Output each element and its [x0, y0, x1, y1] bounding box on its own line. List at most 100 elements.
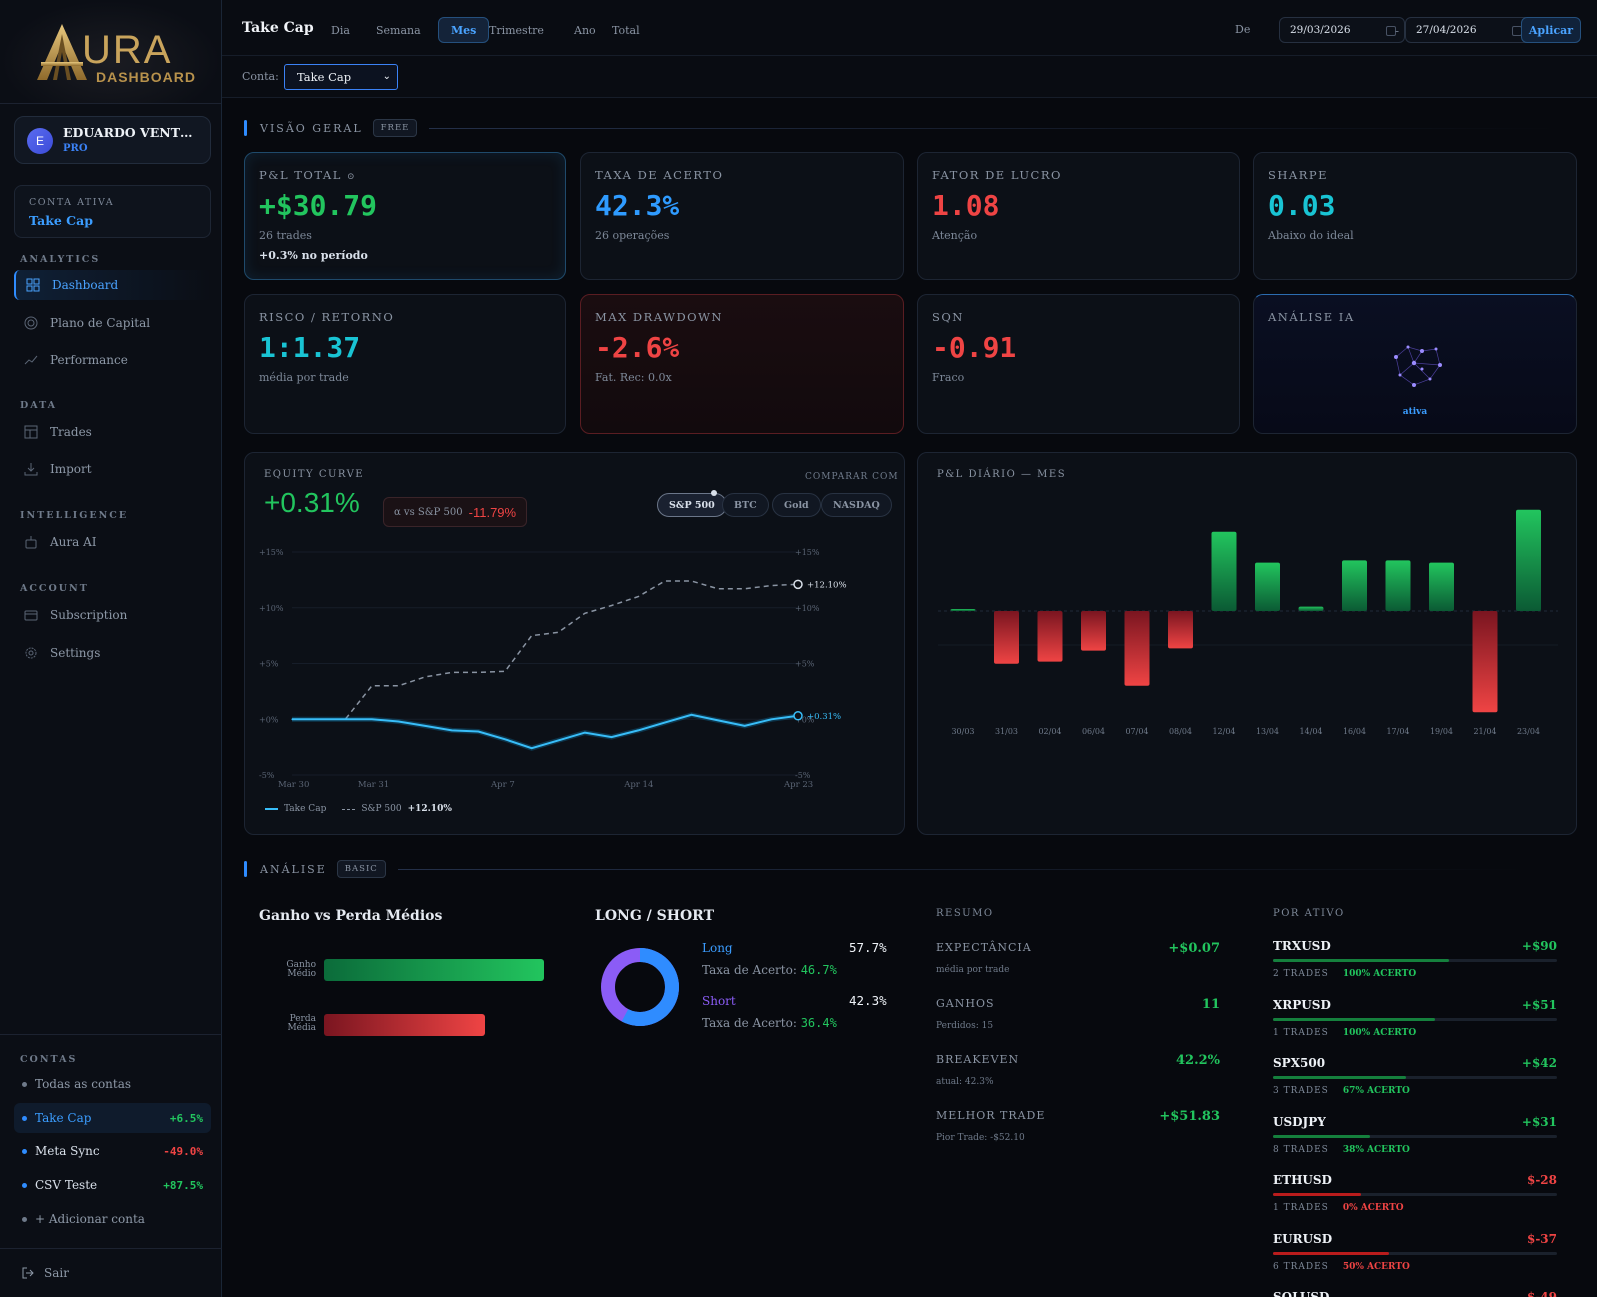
date-separator: -	[1395, 24, 1400, 38]
account-all[interactable]: Todas as contas	[14, 1069, 211, 1099]
section-title: ANÁLISE	[260, 862, 327, 876]
tab-ano[interactable]: Ano	[574, 23, 596, 37]
compare-sp500[interactable]: S&P 500	[657, 493, 727, 517]
account-pct: -49.0%	[163, 1144, 203, 1158]
long-pct: 57.7%	[849, 940, 887, 955]
account-select[interactable]: Take Cap ⌄	[284, 64, 398, 90]
legend-line-icon	[265, 808, 278, 810]
card-label: MAX DRAWDOWN	[595, 310, 723, 324]
win-rate-sub: 26 operações	[595, 229, 670, 242]
x-tick-label: Apr 14	[623, 780, 653, 790]
dot-icon	[22, 1182, 27, 1188]
card-label: P&L TOTAL ⊙	[259, 168, 356, 182]
compare-nasdaq[interactable]: NASDAQ	[821, 493, 892, 517]
bar-02-04	[1037, 611, 1063, 662]
account-item-csv-teste[interactable]: CSV Teste +87.5%	[14, 1170, 211, 1200]
sharpe-value: 0.03	[1268, 189, 1336, 222]
sidebar: URA DASHBOARD E EDUARDO VENTURA PRO CONT…	[0, 0, 222, 1297]
dot-icon	[22, 1216, 27, 1222]
active-account-card[interactable]: CONTA ATIVA Take Cap	[14, 185, 211, 238]
asset-bar	[1273, 1134, 1557, 1138]
compare-btc[interactable]: BTC	[722, 493, 769, 517]
ai-analysis-card[interactable]: ANÁLISE IA ativa	[1253, 294, 1577, 434]
account-pct: +87.5%	[163, 1178, 203, 1192]
nav-item-settings[interactable]: Settings	[14, 638, 211, 668]
compare-gold[interactable]: Gold	[772, 493, 821, 517]
asset-bar	[1273, 1251, 1557, 1255]
nav-item-performance[interactable]: Performance	[14, 345, 211, 375]
sharpe-card[interactable]: SHARPE 0.03 Abaixo do ideal	[1253, 152, 1577, 280]
account-name: Meta Sync	[35, 1144, 100, 1158]
info-icon[interactable]: ⊙	[347, 172, 357, 182]
download-icon	[24, 463, 38, 476]
summary-value: 42.2%	[1175, 1053, 1220, 1068]
account-item-take-cap[interactable]: Take Cap +6.5%	[14, 1103, 211, 1133]
card-label: SHARPE	[1268, 168, 1329, 182]
section-title: VISÃO GERAL	[260, 121, 363, 135]
add-account-button[interactable]: + Adicionar conta	[14, 1204, 211, 1234]
long-short-donut	[601, 948, 679, 1026]
tab-dia[interactable]: Dia	[331, 23, 350, 37]
asset-trades: 2 TRADES	[1273, 969, 1329, 979]
pl-total-card[interactable]: P&L TOTAL ⊙ +$30.79 26 trades +0.3% no p…	[244, 152, 566, 280]
tab-mes[interactable]: Mes	[438, 17, 490, 43]
nav-item-subscription[interactable]: Subscription	[14, 600, 211, 630]
bar-13-04	[1255, 562, 1280, 611]
nav-item-trades[interactable]: Trades	[14, 417, 211, 447]
active-dot-icon	[711, 490, 717, 496]
grid-icon	[26, 278, 40, 292]
asset-name: SOLUSD	[1273, 1290, 1330, 1297]
y-tick-label: -5%	[259, 771, 275, 780]
asset-value: $-49	[1526, 1290, 1557, 1297]
nav-item-dashboard[interactable]: Dashboard	[14, 270, 211, 300]
max-drawdown-card[interactable]: MAX DRAWDOWN -2.6% Fat. Rec: 0.0x	[580, 294, 904, 434]
apply-button[interactable]: Aplicar	[1521, 17, 1581, 43]
y-tick-label-right: +15%	[795, 548, 820, 557]
end-point-take-cap	[793, 711, 803, 721]
account-item-meta-sync[interactable]: Meta Sync -49.0%	[14, 1136, 211, 1166]
win-rate-card[interactable]: TAXA DE ACERTO 42.3% 26 operações	[580, 152, 904, 280]
tab-total[interactable]: Total	[612, 23, 640, 37]
legend-bench-value: +12.10%	[407, 804, 452, 814]
y-tick-label-right: +0%	[795, 715, 815, 724]
active-account-name: Take Cap	[29, 213, 93, 228]
target-icon	[24, 316, 38, 330]
calendar-icon[interactable]	[1386, 26, 1396, 36]
nav-item-import[interactable]: Import	[14, 454, 211, 484]
asset-rate: 0% ACERTO	[1342, 1203, 1404, 1213]
date-from-input[interactable]: 29/03/2026	[1279, 17, 1405, 43]
alpha-label: α vs S&P 500	[394, 506, 463, 518]
equity-curve-panel: EQUITY CURVE +0.31% α vs S&P 500 -11.79% …	[244, 452, 905, 835]
pl-trades: 26 trades	[259, 229, 312, 242]
card-label: SQN	[932, 310, 964, 324]
sqn-value: -0.91	[932, 331, 1017, 364]
daily-pl-panel: P&L DIÁRIO — MES 30/03 31/03 02/04 06/04 07/…	[917, 452, 1577, 835]
date-to-input[interactable]: 27/04/2026	[1405, 17, 1531, 43]
accounts-label: CONTAS	[20, 1054, 78, 1065]
divider	[429, 127, 1560, 129]
user-card[interactable]: E EDUARDO VENTURA PRO	[14, 116, 211, 164]
point-take-cap	[584, 732, 586, 734]
tab-semana[interactable]: Semana	[376, 23, 421, 37]
bar-08-04	[1168, 611, 1193, 649]
y-tick-label: +15%	[259, 548, 284, 557]
asset-name: EURUSD	[1273, 1231, 1333, 1246]
risk-return-card[interactable]: RISCO / RETORNO 1:1.37 média por trade	[244, 294, 566, 434]
sqn-card[interactable]: SQN -0.91 Fraco	[917, 294, 1240, 434]
account-name: Take Cap	[35, 1111, 92, 1125]
x-tick-label: 08/04	[1169, 727, 1192, 736]
summary-sub: Perdidos: 15	[936, 1021, 994, 1031]
tab-trimestre[interactable]: Trimestre	[489, 23, 544, 37]
logout-button[interactable]: Sair	[0, 1248, 222, 1297]
account-all-label: Todas as contas	[35, 1077, 132, 1091]
logo[interactable]: URA DASHBOARD	[0, 0, 221, 104]
page-title: Take Cap	[242, 20, 314, 36]
account-filter-label: Conta:	[242, 70, 279, 83]
profit-factor-card[interactable]: FATOR DE LUCRO 1.08 Atenção	[917, 152, 1240, 280]
nav-item-aura-ai[interactable]: Aura AI	[14, 527, 211, 557]
asset-trades: 1 TRADES	[1273, 1203, 1329, 1213]
nav-item-plano-de-capital[interactable]: Plano de Capital	[14, 308, 211, 338]
point-take-cap	[318, 718, 320, 720]
x-tick-label: 30/03	[951, 727, 974, 736]
asset-trades: 8 TRADES	[1273, 1144, 1329, 1155]
